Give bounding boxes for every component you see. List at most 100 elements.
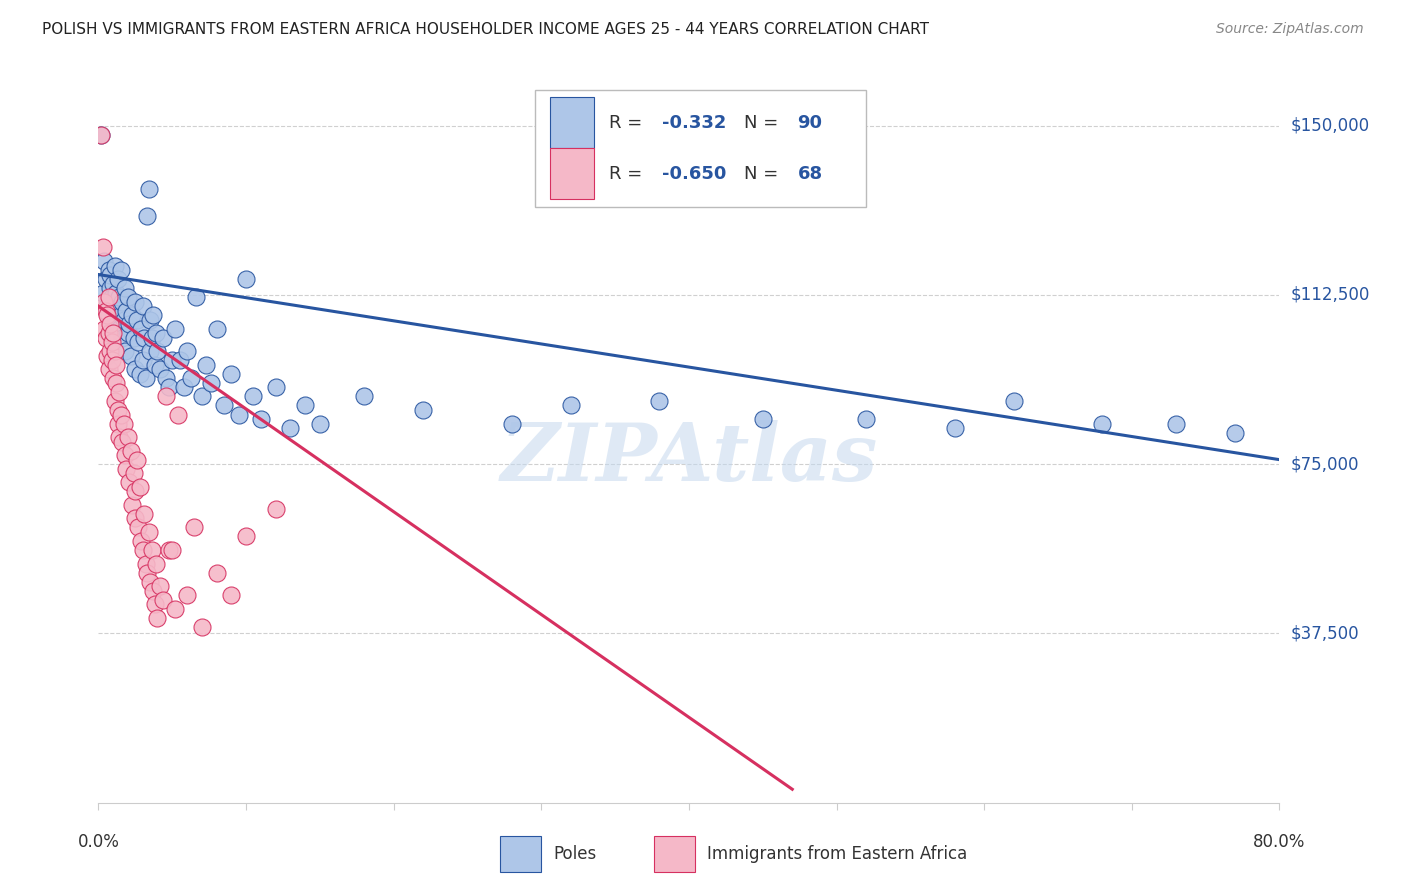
Point: [228, 408, 250, 422]
Point: [91, 285, 114, 300]
Point: [124, 511, 146, 525]
Point: [1002, 394, 1025, 409]
Point: [114, 344, 136, 359]
Point: [294, 399, 316, 413]
Point: [191, 389, 214, 403]
Point: [110, 408, 132, 422]
Point: [98, 281, 121, 295]
Point: [180, 371, 202, 385]
Point: [94, 331, 117, 345]
Point: [142, 583, 165, 598]
Point: [136, 209, 159, 223]
Point: [98, 344, 121, 359]
Point: [97, 326, 120, 341]
Point: [142, 308, 165, 322]
Point: [125, 452, 148, 467]
Point: [134, 331, 156, 345]
Point: [103, 371, 125, 385]
Point: [353, 389, 375, 403]
Text: 0.0%: 0.0%: [77, 833, 120, 851]
Point: [98, 317, 121, 331]
Text: -0.332: -0.332: [662, 113, 725, 131]
Point: [162, 353, 183, 368]
Point: [94, 272, 117, 286]
Text: Immigrants from Eastern Africa: Immigrants from Eastern Africa: [707, 845, 967, 863]
Point: [943, 421, 966, 435]
Point: [128, 367, 150, 381]
Point: [104, 317, 127, 331]
Point: [134, 507, 156, 521]
Point: [121, 498, 143, 512]
Point: [152, 331, 174, 345]
Point: [138, 182, 160, 196]
Point: [184, 290, 207, 304]
Point: [111, 294, 134, 309]
Point: [264, 380, 287, 394]
Point: [103, 277, 125, 291]
Text: R =: R =: [609, 165, 648, 183]
Point: [121, 308, 143, 322]
Point: [120, 349, 142, 363]
Point: [103, 294, 125, 309]
Point: [120, 443, 142, 458]
Point: [124, 362, 146, 376]
Point: [235, 272, 257, 286]
Point: [112, 417, 135, 431]
Point: [167, 408, 190, 422]
Point: [111, 434, 134, 449]
Point: [139, 574, 162, 589]
Point: [90, 128, 112, 142]
Point: [165, 322, 187, 336]
Point: [195, 358, 218, 372]
Point: [105, 376, 128, 390]
Text: -0.650: -0.650: [662, 165, 725, 183]
Point: [264, 502, 287, 516]
Text: $37,500: $37,500: [1291, 624, 1360, 642]
Point: [235, 529, 257, 543]
Text: POLISH VS IMMIGRANTS FROM EASTERN AFRICA HOUSEHOLDER INCOME AGES 25 - 44 YEARS C: POLISH VS IMMIGRANTS FROM EASTERN AFRICA…: [42, 22, 929, 37]
FancyBboxPatch shape: [501, 836, 541, 872]
FancyBboxPatch shape: [550, 97, 595, 148]
Point: [132, 543, 155, 558]
Point: [118, 475, 141, 490]
Point: [205, 566, 228, 580]
Point: [94, 303, 117, 318]
Point: [129, 322, 152, 336]
Point: [122, 331, 145, 345]
Point: [138, 524, 160, 539]
Point: [200, 376, 222, 390]
Point: [212, 399, 235, 413]
Point: [132, 353, 155, 368]
Point: [183, 520, 205, 534]
Point: [125, 312, 148, 326]
Point: [93, 294, 115, 309]
Point: [100, 290, 122, 304]
Point: [752, 412, 775, 426]
Point: [96, 299, 118, 313]
Point: [127, 520, 149, 534]
Point: [155, 371, 177, 385]
Point: [139, 344, 162, 359]
Point: [242, 389, 264, 403]
Point: [173, 380, 195, 394]
Point: [127, 335, 149, 350]
Point: [1091, 417, 1114, 431]
Point: [124, 484, 146, 499]
Point: [97, 308, 120, 322]
Point: [122, 466, 145, 480]
Point: [136, 566, 159, 580]
Point: [107, 303, 129, 318]
Point: [152, 592, 174, 607]
Point: [157, 380, 180, 394]
Point: [112, 312, 135, 326]
Point: [169, 353, 191, 368]
Point: [115, 461, 138, 475]
FancyBboxPatch shape: [654, 836, 695, 872]
Point: [135, 557, 157, 571]
Point: [100, 335, 122, 350]
Text: $75,000: $75,000: [1291, 455, 1360, 473]
Point: [97, 362, 120, 376]
Point: [176, 588, 198, 602]
Point: [146, 344, 169, 359]
Point: [108, 384, 131, 399]
